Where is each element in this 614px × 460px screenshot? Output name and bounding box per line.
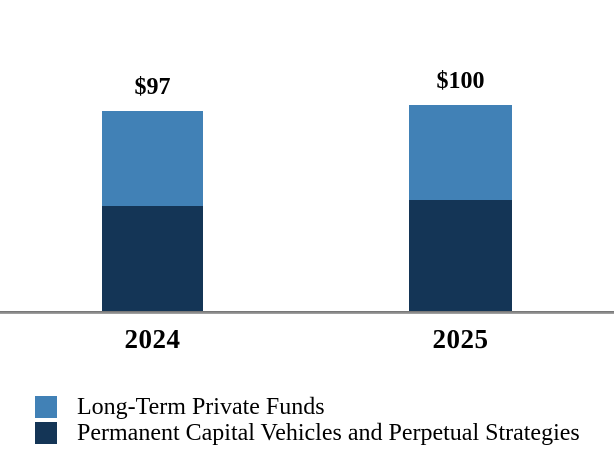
x-axis-line — [0, 311, 614, 314]
bar-group-2024: $97 — [102, 75, 203, 311]
legend-swatch-permanent-capital-icon — [35, 422, 57, 444]
legend-item-long-term-private-funds: Long-Term Private Funds — [35, 394, 580, 420]
bar-segment-long-term-private-funds-2025 — [409, 105, 512, 200]
bar-segment-permanent-capital-2025 — [409, 200, 512, 311]
x-axis-label-2024: 2024 — [124, 324, 181, 354]
legend-label-long-term-private-funds: Long-Term Private Funds — [77, 394, 325, 420]
legend-swatch-long-term-private-funds-icon — [35, 396, 57, 418]
bar-2024 — [102, 111, 203, 311]
x-axis-label-2025: 2025 — [432, 324, 489, 354]
bar-segment-long-term-private-funds-2024 — [102, 111, 203, 206]
bar-2025 — [409, 105, 512, 311]
legend-label-permanent-capital: Permanent Capital Vehicles and Perpetual… — [77, 420, 580, 446]
legend-item-permanent-capital: Permanent Capital Vehicles and Perpetual… — [35, 420, 580, 446]
bar-value-label-2024: $97 — [134, 74, 171, 100]
bar-group-2025: $100 — [409, 69, 512, 311]
chart-legend: Long-Term Private Funds Permanent Capita… — [35, 394, 580, 446]
bar-value-label-2025: $100 — [436, 68, 485, 94]
bar-segment-permanent-capital-2024 — [102, 206, 203, 311]
